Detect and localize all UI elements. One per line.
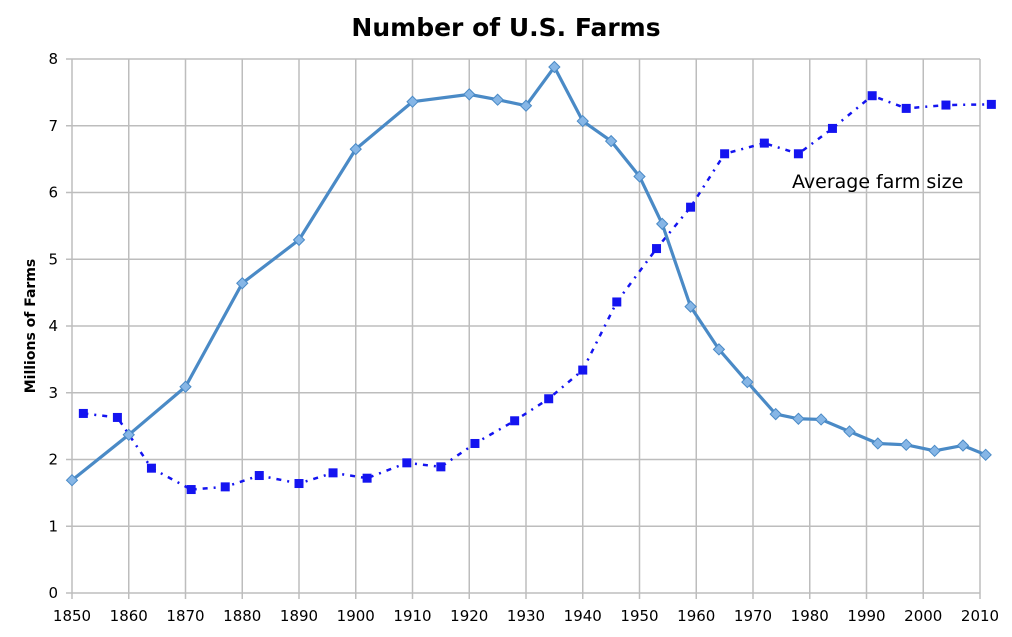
farms-point [633, 170, 646, 183]
farm-size-point [510, 416, 520, 426]
y-axis-ticks: 0 1 2 3 4 5 6 7 8 [48, 50, 58, 602]
x-axis-ticks: 1850 1860 1870 1880 1890 1900 1910 1920 1930 1940… [53, 607, 999, 625]
farm-size-point [254, 471, 264, 481]
x-tick-label: 1920 [450, 607, 488, 625]
farm-size-point [720, 149, 730, 159]
y-tick-label: 2 [48, 451, 58, 469]
x-tick-label: 1850 [53, 607, 91, 625]
farms-point [491, 93, 504, 106]
farm-size-point [901, 103, 911, 113]
farm-size-point [436, 462, 446, 472]
farms-point [928, 444, 941, 458]
x-tick-label: 2010 [961, 607, 999, 625]
farms-point [655, 217, 669, 231]
farm-size-point [686, 202, 696, 212]
farm-size-point [470, 438, 480, 448]
x-tick-label: 1970 [734, 607, 772, 625]
farms-point [900, 438, 913, 452]
x-tick-label: 1910 [393, 607, 431, 625]
x-tick-label: 1980 [791, 607, 829, 625]
farms-point [871, 437, 885, 450]
x-tick-label: 1890 [280, 607, 318, 625]
farm-size-point [544, 394, 554, 404]
farm-size-point [78, 408, 88, 418]
chart-title: Number of U.S. Farms [351, 13, 660, 42]
farm-size-point [328, 468, 338, 478]
farms-point [122, 428, 135, 442]
farms-point [65, 473, 79, 487]
farms-point [463, 88, 476, 101]
x-tick-label: 1860 [110, 607, 148, 625]
farms-point [769, 407, 782, 421]
farms-point [956, 439, 970, 452]
x-tick-label: 1900 [337, 607, 375, 625]
x-tick-label: 1960 [677, 607, 715, 625]
farm-size-point [759, 138, 769, 148]
farm-size-point [941, 100, 951, 110]
farm-size-point [867, 91, 877, 101]
farms-point [548, 60, 561, 74]
farm-size-point [402, 458, 412, 468]
y-axis-label: Millions of Farms [23, 259, 39, 394]
farm-size-point [652, 244, 662, 254]
farms-point [604, 134, 618, 148]
x-tick-label: 2000 [904, 607, 942, 625]
y-tick-label: 7 [48, 117, 58, 135]
farms-point [519, 99, 533, 112]
farm-size-point [827, 123, 837, 133]
farms-line [71, 65, 987, 482]
x-tick-label: 1990 [847, 607, 885, 625]
y-tick-label: 6 [48, 184, 58, 202]
farms-point [684, 300, 697, 313]
farm-size-point [793, 149, 803, 159]
x-tick-label: 1880 [223, 607, 261, 625]
farms-point [792, 412, 805, 425]
y-tick-label: 4 [48, 317, 58, 335]
farm-size-point [220, 482, 230, 492]
farm-size-point [362, 473, 372, 483]
grid [66, 58, 981, 599]
farms-point [712, 343, 726, 356]
x-tick-label: 1930 [507, 607, 545, 625]
farms-point [179, 380, 192, 393]
farms-point [843, 425, 856, 438]
farm-size-point [186, 485, 196, 495]
farms-point [741, 375, 754, 389]
x-tick-label: 1940 [564, 607, 602, 625]
farm-size-point [294, 479, 304, 489]
farm-size-point [146, 463, 156, 473]
farms-point [236, 277, 249, 290]
y-tick-label: 3 [48, 384, 58, 402]
farms-point [349, 142, 362, 156]
farm-size-point [612, 297, 622, 307]
y-tick-label: 0 [48, 584, 58, 602]
y-tick-label: 5 [48, 250, 58, 268]
farm-size-line [83, 94, 992, 491]
annotation-average-farm-size: Average farm size [792, 171, 963, 193]
farms-point [814, 413, 828, 426]
farms-point [576, 114, 589, 128]
farms-point [406, 95, 419, 108]
series-layer [65, 60, 996, 495]
farm-size-point [986, 99, 996, 109]
farm-size-point [112, 412, 122, 422]
y-tick-label: 1 [48, 517, 58, 535]
farms-point [979, 448, 992, 462]
farm-size-point [578, 365, 588, 375]
y-tick-label: 8 [48, 50, 58, 68]
x-tick-label: 1870 [166, 607, 204, 625]
farms-point [292, 233, 306, 247]
x-tick-label: 1950 [620, 607, 658, 625]
